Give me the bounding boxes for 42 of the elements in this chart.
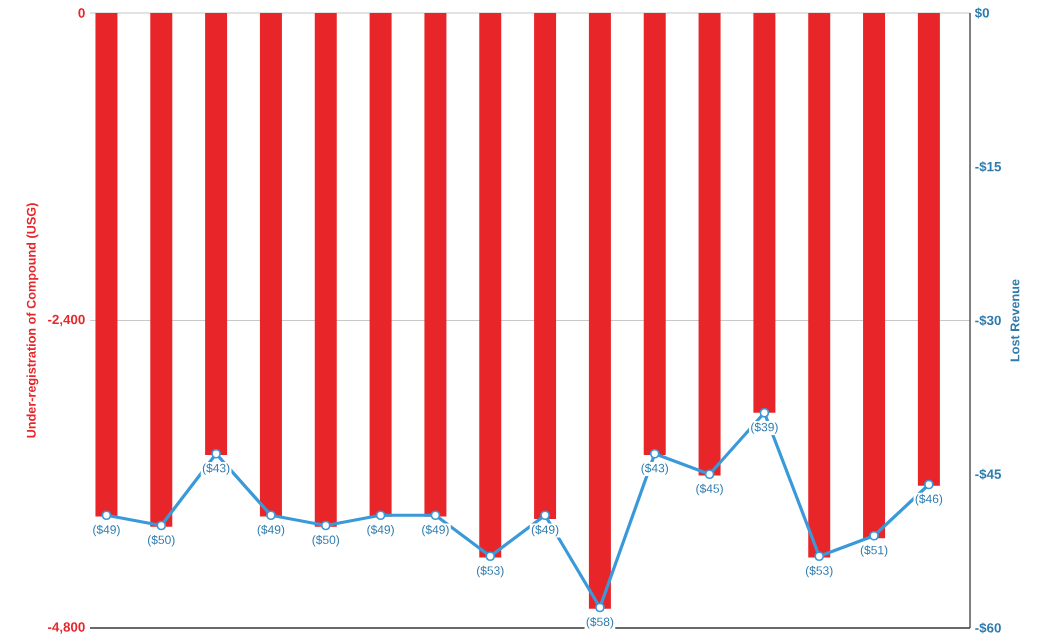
data-label: ($49)	[93, 524, 120, 537]
y-axis-title: Under-registration of Compound (USG)	[26, 203, 39, 438]
point	[430, 510, 441, 521]
point	[649, 448, 660, 459]
data-label: ($49)	[422, 524, 449, 537]
y-tick-label: -4,800	[48, 622, 85, 634]
data-label: ($53)	[477, 565, 504, 578]
y2-axis-title: Lost Revenue	[1010, 279, 1020, 362]
y2-tick-label: -$15	[975, 161, 1002, 173]
point	[266, 510, 276, 521]
data-label: ($39)	[751, 422, 778, 434]
y2-tick-label: -$60	[975, 622, 1001, 634]
data-label: ($45)	[696, 483, 723, 496]
point	[704, 469, 715, 480]
point	[101, 510, 112, 521]
point	[156, 520, 167, 531]
point	[869, 530, 879, 541]
data-label: ($51)	[860, 545, 888, 557]
point	[485, 551, 496, 562]
data-label: ($58)	[586, 617, 614, 629]
data-label: ($43)	[202, 463, 230, 475]
y-tick-label: -2,400	[48, 314, 85, 327]
data-label: ($50)	[148, 535, 175, 547]
data-label: ($50)	[312, 535, 340, 547]
data-label: ($49)	[531, 524, 559, 537]
point	[540, 510, 550, 521]
y-tick-label: 0	[78, 8, 85, 18]
point	[211, 448, 221, 459]
data-label: ($49)	[367, 524, 394, 537]
data-label: ($46)	[915, 494, 943, 506]
point	[320, 520, 331, 531]
point	[375, 510, 386, 521]
point	[814, 551, 825, 562]
point	[759, 407, 770, 418]
point	[924, 479, 934, 490]
y2-tick-label: -$30	[975, 315, 1001, 326]
y2-tick-label: $0	[974, 7, 990, 19]
data-label: ($43)	[641, 463, 669, 475]
y2-tick-label: -$45	[975, 468, 1002, 480]
data-label: ($53)	[805, 565, 833, 578]
point	[595, 602, 605, 613]
data-label: ($49)	[257, 524, 285, 537]
